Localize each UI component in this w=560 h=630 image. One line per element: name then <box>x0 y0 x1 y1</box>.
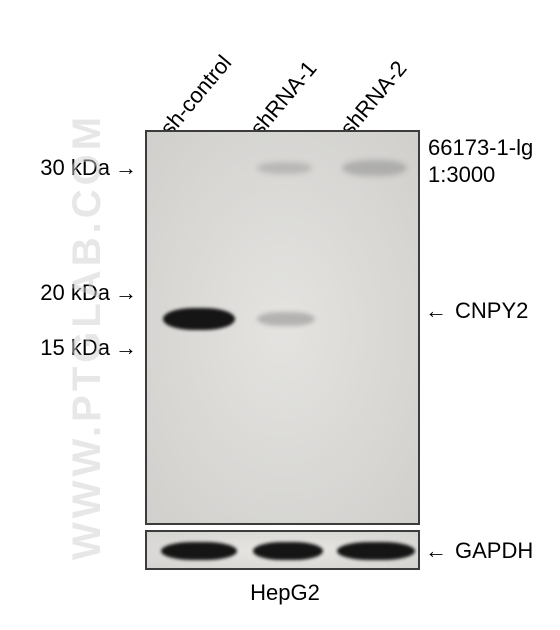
mw-marker-15: 15 kDa <box>0 335 110 361</box>
antibody-id-label: 66173-1-lg <box>428 135 533 161</box>
arrow-left-icon: ← <box>425 298 447 324</box>
gapdh-band-lane0 <box>161 542 237 560</box>
main-blot-panel <box>145 130 420 525</box>
mw-marker-30: 30 kDa <box>0 155 110 181</box>
gapdh-blot-panel <box>145 530 420 570</box>
arrow-right-icon: → <box>115 280 137 306</box>
lane-label-0: sh-control <box>155 50 237 141</box>
smear-band-lane1 <box>257 162 312 174</box>
loading-control-label: GAPDH <box>455 538 533 564</box>
gapdh-band-lane2 <box>337 542 415 560</box>
sample-label: HepG2 <box>0 580 560 606</box>
mw-marker-20: 20 kDa <box>0 280 110 306</box>
cnpy2-band-lane1 <box>257 312 315 326</box>
smear-band-lane2 <box>342 160 407 176</box>
dilution-label: 1:3000 <box>428 162 495 188</box>
gapdh-band-lane1 <box>253 542 323 560</box>
western-blot-figure: WWW.PTGLAB.COM sh-control shRNA-1 shRNA-… <box>0 0 560 630</box>
cnpy2-band-lane0 <box>163 308 235 330</box>
arrow-right-icon: → <box>115 335 137 361</box>
arrow-right-icon: → <box>115 155 137 181</box>
lane-label-2: shRNA-2 <box>335 56 412 141</box>
target-label: CNPY2 <box>455 298 528 324</box>
lane-label-1: shRNA-1 <box>245 56 322 141</box>
arrow-left-icon: ← <box>425 538 447 564</box>
